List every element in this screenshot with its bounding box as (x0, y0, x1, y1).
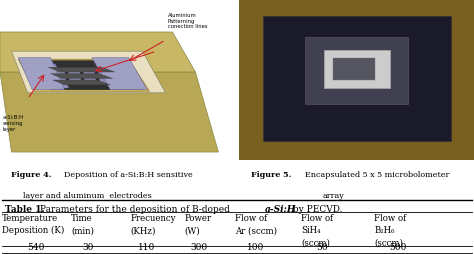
Polygon shape (11, 51, 165, 93)
Polygon shape (99, 62, 138, 88)
Text: 500: 500 (390, 243, 407, 252)
Polygon shape (18, 59, 149, 91)
Text: Figure 4.: Figure 4. (11, 171, 52, 179)
Text: layer and aluminum  electrodes: layer and aluminum electrodes (23, 193, 152, 200)
Text: 110: 110 (138, 243, 155, 252)
Text: Ar (sccm): Ar (sccm) (235, 226, 277, 235)
Polygon shape (92, 58, 147, 90)
Text: SiH₄: SiH₄ (301, 226, 320, 235)
Text: (sccm): (sccm) (374, 238, 403, 247)
Text: Flow of: Flow of (301, 214, 333, 223)
Text: Power: Power (185, 214, 212, 223)
Polygon shape (68, 69, 82, 85)
Text: Parameters for the deposition of B-doped: Parameters for the deposition of B-doped (37, 205, 233, 214)
Text: Aluminium
Patterning
conection lines: Aluminium Patterning conection lines (168, 13, 208, 29)
Text: (sccm): (sccm) (301, 238, 330, 247)
Text: (W): (W) (185, 226, 201, 235)
Text: Temperature: Temperature (2, 214, 59, 223)
Polygon shape (53, 69, 67, 85)
Text: Frecuency: Frecuency (130, 214, 176, 223)
Bar (263, 16, 450, 141)
Text: 100: 100 (247, 243, 264, 252)
Text: (KHz): (KHz) (130, 226, 156, 235)
Text: array: array (322, 193, 344, 200)
Text: a-Si:H: a-Si:H (264, 205, 296, 214)
Polygon shape (53, 80, 110, 85)
Text: Time: Time (71, 214, 93, 223)
Polygon shape (18, 58, 64, 90)
Polygon shape (48, 67, 115, 72)
Text: Deposition (K): Deposition (K) (2, 226, 65, 235)
Polygon shape (98, 68, 111, 84)
Bar (333, 58, 375, 80)
Text: 540: 540 (27, 243, 44, 252)
Polygon shape (39, 64, 69, 88)
Text: Table 1.: Table 1. (5, 205, 45, 214)
Text: by PECVD.: by PECVD. (290, 205, 342, 214)
Text: a-Si:B:H
sensing
layer: a-Si:B:H sensing layer (2, 115, 23, 132)
Bar (324, 50, 390, 88)
Text: B₂H₆: B₂H₆ (374, 226, 395, 235)
Text: Flow of: Flow of (374, 214, 407, 223)
Text: (min): (min) (71, 226, 94, 235)
Text: Deposition of a-Si:B:H sensitive: Deposition of a-Si:B:H sensitive (64, 171, 193, 179)
Polygon shape (37, 61, 143, 90)
Polygon shape (0, 32, 195, 72)
Bar (305, 37, 408, 104)
Text: Flow of: Flow of (235, 214, 267, 223)
Text: Figure 5.: Figure 5. (251, 171, 292, 179)
Text: 50: 50 (317, 243, 328, 252)
Polygon shape (83, 68, 97, 84)
Polygon shape (51, 74, 113, 78)
Polygon shape (0, 72, 219, 152)
Text: Encapsulated 5 x 5 microbolometer: Encapsulated 5 x 5 microbolometer (305, 171, 449, 179)
Text: 300: 300 (191, 243, 208, 252)
Text: 30: 30 (82, 243, 93, 252)
